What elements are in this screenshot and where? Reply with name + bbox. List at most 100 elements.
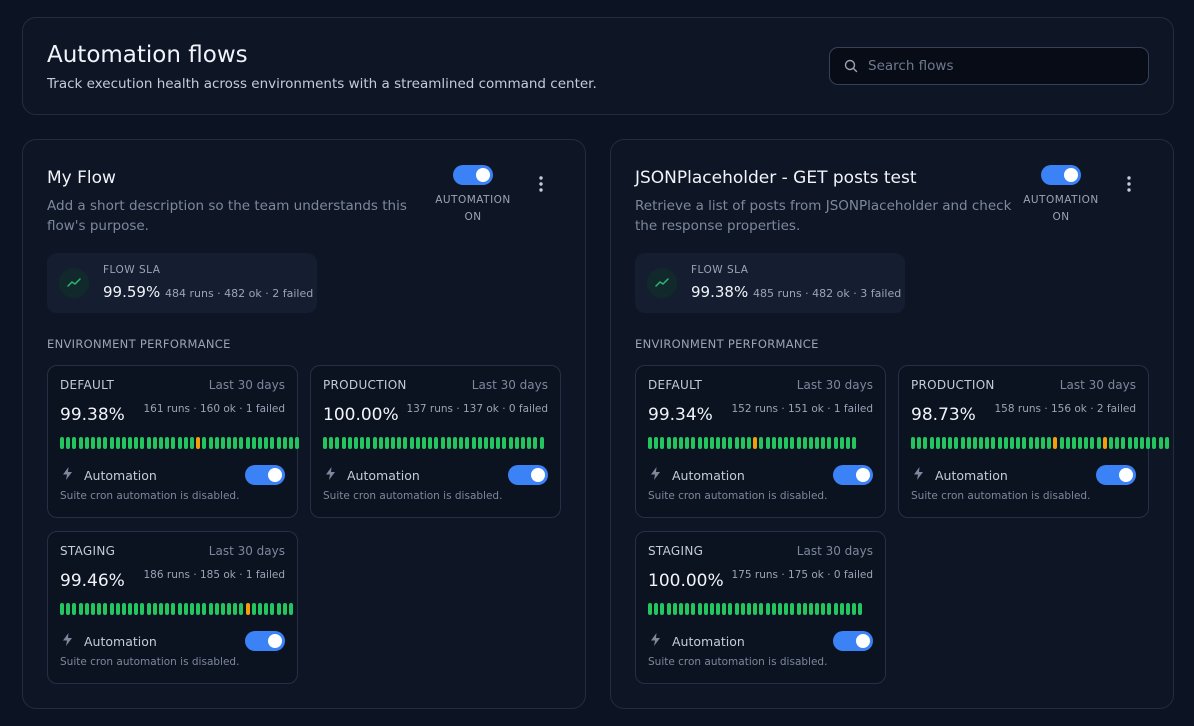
- environment-success-rate: 99.46%: [60, 571, 125, 591]
- run-bar-ok: [716, 603, 721, 615]
- run-bar-ok: [1139, 437, 1144, 449]
- run-bar-ok: [709, 603, 714, 615]
- run-bar-ok: [685, 603, 690, 615]
- run-bar-ok: [152, 603, 157, 615]
- run-bar-ok: [239, 437, 244, 449]
- run-bar-ok: [672, 603, 677, 615]
- flow-description: Add a short description so the team unde…: [47, 198, 407, 234]
- run-bar-ok: [502, 437, 507, 449]
- environment-automation-toggle[interactable]: [1096, 465, 1136, 485]
- run-bar-ok: [459, 437, 464, 449]
- sla-meta: 485 runs · 482 ok · 3 failed: [753, 287, 902, 300]
- environment-name: DEFAULT: [648, 378, 703, 392]
- run-bar-ok: [858, 603, 863, 615]
- run-bar-ok: [97, 437, 102, 449]
- run-bar-ok: [384, 437, 389, 449]
- run-bar-ok: [276, 437, 281, 449]
- run-bar-ok: [208, 603, 213, 615]
- run-bar-ok: [196, 603, 201, 615]
- run-bar-ok: [72, 603, 77, 615]
- run-bar-ok: [765, 437, 770, 449]
- lightning-icon: [651, 467, 660, 480]
- environment-automation-note: Suite cron automation is disabled.: [60, 490, 240, 502]
- run-bar-ok: [171, 437, 176, 449]
- run-bar-ok: [753, 603, 758, 615]
- environment-success-rate: 100.00%: [323, 405, 399, 425]
- run-bar-ok: [784, 603, 789, 615]
- more-options-button[interactable]: [1119, 174, 1139, 194]
- run-bar-ok: [189, 437, 194, 449]
- run-bar-ok: [716, 437, 721, 449]
- run-bar-ok: [784, 437, 789, 449]
- search-input[interactable]: [868, 58, 1128, 74]
- environment-card: STAGING Last 30 days 100.00% 175 runs · …: [635, 531, 886, 684]
- run-history-bars: [60, 437, 300, 449]
- run-bar-ok: [997, 437, 1002, 449]
- run-bar-ok: [728, 437, 733, 449]
- run-bar-ok: [911, 437, 915, 449]
- run-bar-ok: [202, 603, 207, 615]
- run-bar-ok: [202, 437, 207, 449]
- run-history-bars: [648, 603, 863, 615]
- flow-sla-card: FLOW SLA 99.38% 485 runs · 482 ok · 3 fa…: [635, 253, 905, 313]
- run-bar-ok: [1158, 437, 1163, 449]
- run-bar-ok: [1109, 437, 1113, 449]
- run-bar-ok: [815, 603, 820, 615]
- run-bar-warning: [753, 437, 758, 449]
- run-bar-ok: [84, 603, 89, 615]
- run-bar-ok: [685, 437, 690, 449]
- run-bar-ok: [214, 437, 219, 449]
- run-bar-ok: [533, 437, 538, 449]
- run-bar-ok: [134, 603, 139, 615]
- run-bar-ok: [189, 603, 194, 615]
- run-bar-ok: [90, 437, 95, 449]
- run-bar-ok: [353, 437, 358, 449]
- flow-automation-label: AUTOMATION ON: [435, 194, 511, 223]
- run-bar-ok: [251, 603, 256, 615]
- run-bar-ok: [1078, 437, 1083, 449]
- run-bar-ok: [128, 603, 133, 615]
- run-bar-ok: [282, 603, 287, 615]
- run-bar-ok: [839, 437, 844, 449]
- run-bar-ok: [60, 603, 64, 615]
- run-bar-ok: [821, 603, 826, 615]
- run-bar-ok: [1115, 437, 1120, 449]
- environment-automation-toggle[interactable]: [245, 631, 285, 651]
- environment-run-stats: 161 runs · 160 ok · 1 failed: [143, 403, 286, 415]
- environment-automation-toggle[interactable]: [245, 465, 285, 485]
- environment-automation-toggle[interactable]: [833, 465, 873, 485]
- run-bar-ok: [152, 437, 157, 449]
- run-bar-ok: [1127, 437, 1132, 449]
- environment-period: Last 30 days: [208, 378, 285, 392]
- run-bar-ok: [165, 603, 170, 615]
- environment-automation-toggle[interactable]: [508, 465, 548, 485]
- environment-automation-toggle[interactable]: [833, 631, 873, 651]
- run-bar-ok: [660, 437, 665, 449]
- more-options-button[interactable]: [531, 174, 551, 194]
- run-bar-ok: [1065, 437, 1070, 449]
- run-bar-ok: [121, 603, 126, 615]
- run-bar-ok: [391, 437, 396, 449]
- environment-success-rate: 100.00%: [648, 571, 724, 591]
- run-bar-ok: [703, 437, 708, 449]
- run-bar-ok: [827, 603, 832, 615]
- search-box[interactable]: [829, 47, 1149, 85]
- run-bar-ok: [471, 437, 476, 449]
- run-bar-ok: [1010, 437, 1014, 449]
- run-bar-ok: [759, 437, 764, 449]
- run-bar-warning: [1102, 437, 1107, 449]
- flow-automation-label: AUTOMATION ON: [1023, 194, 1099, 223]
- run-bar-ok: [165, 437, 170, 449]
- run-bar-ok: [929, 437, 934, 449]
- run-bar-ok: [722, 603, 727, 615]
- flow-automation-toggle[interactable]: [1041, 165, 1081, 185]
- environment-run-stats: 152 runs · 151 ok · 1 failed: [731, 403, 874, 415]
- run-bar-ok: [691, 437, 696, 449]
- run-bar-ok: [1047, 437, 1052, 449]
- run-bar-ok: [777, 603, 782, 615]
- run-bar-ok: [1071, 437, 1076, 449]
- environment-card: PRODUCTION Last 30 days 98.73% 158 runs …: [898, 365, 1169, 518]
- environment-automation-label: Automation: [84, 634, 157, 649]
- run-bar-ok: [323, 437, 327, 449]
- flow-automation-toggle[interactable]: [453, 165, 493, 185]
